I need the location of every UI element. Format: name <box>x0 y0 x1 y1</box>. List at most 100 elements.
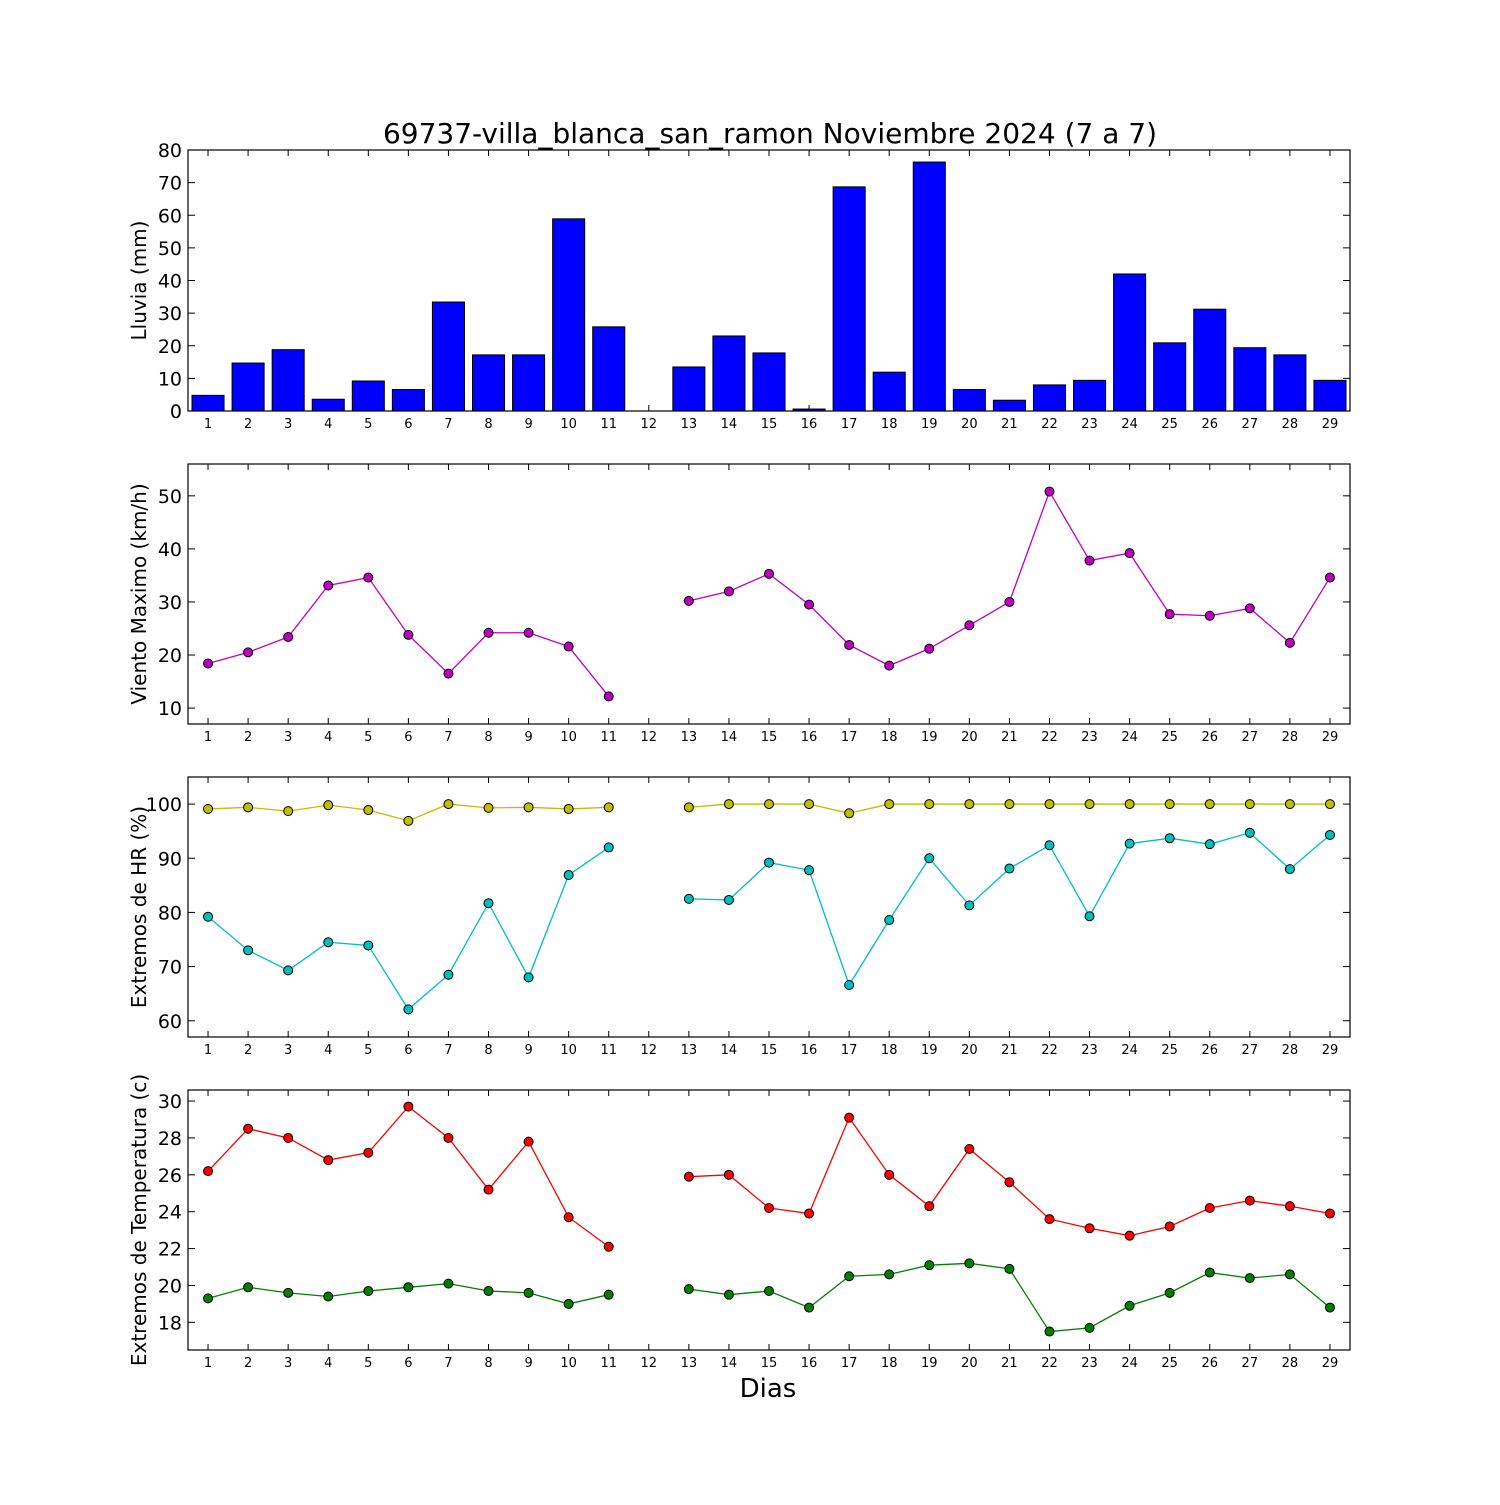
x-tick-label: 20 <box>961 730 978 745</box>
x-tick-label: 29 <box>1322 417 1339 432</box>
x-axis-label: Dias <box>740 1374 797 1404</box>
rain-bar <box>311 398 345 412</box>
data-point <box>1044 799 1055 810</box>
data-point <box>1284 1269 1295 1280</box>
plot-frame <box>187 149 1351 412</box>
x-tick-label: 21 <box>1001 1356 1018 1371</box>
data-point <box>924 643 935 654</box>
x-tick-label: 6 <box>404 1043 412 1058</box>
rain-bar <box>592 326 626 412</box>
x-tick-label: 23 <box>1081 1043 1098 1058</box>
data-point <box>723 894 734 905</box>
data-point <box>243 1282 254 1293</box>
x-tick-label: 14 <box>721 1043 738 1058</box>
x-tick-label: 28 <box>1282 730 1299 745</box>
x-tick-label: 2 <box>244 730 252 745</box>
x-tick-label: 11 <box>600 1356 617 1371</box>
y-tick-label: 26 <box>158 1165 182 1187</box>
y-tick-label: 50 <box>158 486 182 508</box>
x-tick-label: 27 <box>1242 417 1259 432</box>
x-tick-label: 22 <box>1041 1043 1058 1058</box>
x-tick-label: 13 <box>681 1356 698 1371</box>
x-tick-label: 1 <box>204 1043 212 1058</box>
x-tick-label: 10 <box>560 730 577 745</box>
data-point <box>1204 839 1215 850</box>
x-tick-label: 24 <box>1121 1356 1138 1371</box>
data-point <box>1204 610 1215 621</box>
data-point <box>483 627 494 638</box>
data-point <box>764 799 774 810</box>
data-point <box>323 1291 334 1302</box>
data-point <box>1004 1263 1015 1274</box>
data-point <box>1004 596 1015 607</box>
data-point <box>603 802 614 813</box>
x-tick-label: 19 <box>921 730 938 745</box>
data-point <box>1164 609 1175 620</box>
x-tick-label: 19 <box>921 1043 938 1058</box>
data-point <box>283 965 294 976</box>
x-tick-label: 18 <box>881 730 898 745</box>
data-point <box>523 972 534 983</box>
x-tick-label: 2 <box>244 1356 252 1371</box>
data-point <box>1244 603 1255 614</box>
data-point <box>804 1302 815 1313</box>
data-point <box>723 586 734 597</box>
y-tick-label: 24 <box>158 1202 182 1224</box>
x-tick-label: 28 <box>1282 1043 1299 1058</box>
data-point <box>363 805 374 816</box>
data-point <box>723 1289 734 1300</box>
data-point <box>243 1123 254 1134</box>
data-point <box>1244 799 1255 810</box>
data-point <box>884 1269 895 1280</box>
x-tick-label: 26 <box>1201 1043 1218 1058</box>
data-point <box>804 865 815 876</box>
data-point <box>603 691 614 702</box>
data-point <box>563 1298 574 1309</box>
y-tick-label: 90 <box>158 848 182 870</box>
x-tick-label: 9 <box>524 730 532 745</box>
x-tick-label: 22 <box>1041 730 1058 745</box>
x-tick-label: 13 <box>681 417 698 432</box>
data-point <box>1244 827 1255 838</box>
data-point <box>924 1201 935 1212</box>
plot-frame <box>187 1089 1351 1351</box>
y-tick-label: 20 <box>158 645 182 667</box>
x-tick-label: 29 <box>1322 1043 1339 1058</box>
x-tick-label: 10 <box>560 417 577 432</box>
x-tick-label: 18 <box>881 1356 898 1371</box>
y-tick-label: 30 <box>158 592 182 614</box>
x-tick-label: 6 <box>404 730 412 745</box>
x-tick-label: 1 <box>204 417 212 432</box>
data-point <box>844 1112 855 1123</box>
data-point <box>443 799 454 810</box>
x-tick-label: 10 <box>560 1043 577 1058</box>
data-point <box>243 647 254 658</box>
data-point <box>1164 799 1175 810</box>
data-point <box>483 1184 494 1195</box>
x-tick-label: 29 <box>1322 1356 1339 1371</box>
x-tick-label: 20 <box>961 1356 978 1371</box>
data-point <box>1284 864 1295 875</box>
rain-bar <box>191 394 225 412</box>
x-tick-label: 19 <box>921 1356 938 1371</box>
x-tick-label: 11 <box>600 1043 617 1058</box>
x-tick-label: 6 <box>404 1356 412 1371</box>
data-point <box>563 870 574 881</box>
x-tick-label: 1 <box>204 1356 212 1371</box>
rain-bar <box>1193 308 1227 412</box>
data-point <box>443 1278 454 1289</box>
x-tick-label: 4 <box>324 730 332 745</box>
plot-area <box>188 1090 1350 1350</box>
y-tick-label: 70 <box>158 173 182 195</box>
data-point <box>764 1285 774 1296</box>
data-point <box>1284 799 1295 810</box>
x-tick-label: 4 <box>324 417 332 432</box>
rain-bar <box>952 388 986 412</box>
x-tick-label: 25 <box>1161 417 1178 432</box>
y-tick-label: 60 <box>158 205 182 227</box>
x-tick-label: 26 <box>1201 417 1218 432</box>
x-tick-label: 29 <box>1322 730 1339 745</box>
